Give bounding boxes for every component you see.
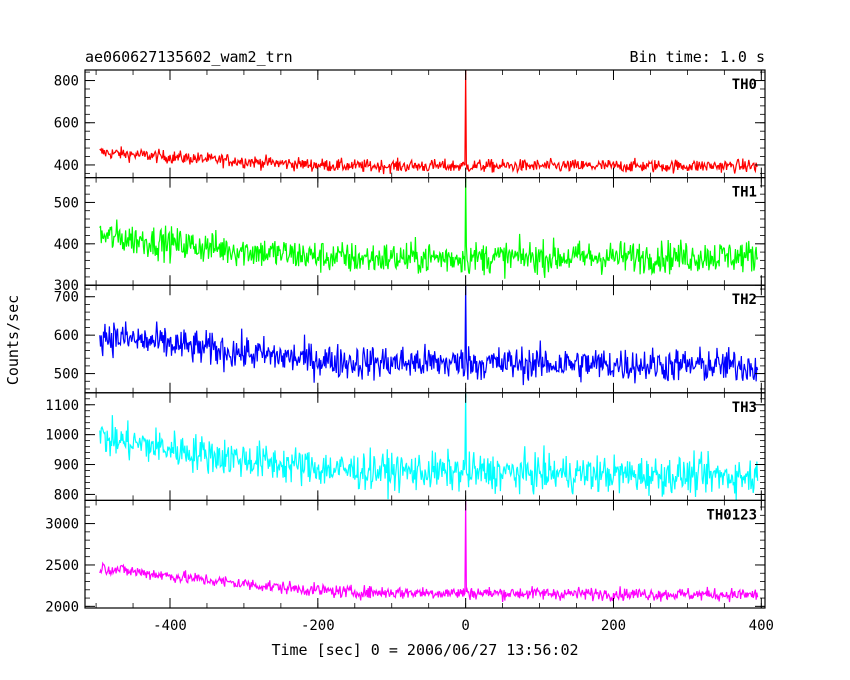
x-tick-label: 400 [749, 618, 774, 634]
y-tick-label: 2000 [45, 599, 79, 615]
y-tick-label: 500 [54, 195, 79, 211]
y-tick-label: 2500 [45, 558, 79, 574]
series-line-th1 [99, 177, 759, 279]
series-line-th0123 [99, 500, 759, 603]
panel-th0123: 2000 2500 3000 TH0123 -400 -200 0 200 400 [45, 499, 774, 634]
y-tick-label: 400 [54, 237, 79, 253]
x-tick-label: 200 [601, 618, 626, 634]
panel-th0: 400 600 800 TH0 [54, 69, 766, 179]
x-tick-label: -200 [301, 618, 335, 634]
y-tick-label: 600 [54, 116, 79, 132]
y-tick-label: 1000 [45, 428, 79, 444]
panels-group: 400 600 800 TH0 300 400 500 TH1 500 600 700 TH2 800 9… [45, 69, 774, 634]
x-tick-label: -400 [153, 618, 187, 634]
panel-frame [84, 69, 766, 179]
y-tick-label: 900 [54, 458, 79, 474]
y-tick-label: 300 [54, 278, 79, 294]
chart-title-right: Bin time: 1.0 s [630, 48, 765, 66]
panel-frame [84, 177, 766, 286]
panel-label-th0123: TH0123 [706, 507, 757, 523]
y-tick-label: 800 [54, 74, 79, 90]
y-tick-label: 800 [54, 487, 79, 503]
panel-label-th1: TH1 [732, 185, 757, 201]
panel-label-th3: TH3 [732, 400, 757, 416]
y-tick-label: 600 [54, 328, 79, 344]
panel-th1: 300 400 500 TH1 [54, 177, 766, 294]
panel-th3: 800 900 1000 1100 TH3 [45, 392, 766, 503]
series-line-th0 [99, 69, 758, 175]
panel-th2: 500 600 700 TH2 [54, 284, 766, 394]
y-tick-label: 3000 [45, 517, 79, 533]
y-tick-label: 500 [54, 367, 79, 383]
x-axis-label: Time [sec] 0 = 2006/06/27 13:56:02 [271, 641, 578, 659]
y-tick-label: 1100 [45, 398, 79, 414]
y-tick-label: 400 [54, 158, 79, 174]
panel-frame [84, 499, 766, 609]
x-tick-label: 0 [461, 618, 469, 634]
series-line-th3 [99, 392, 759, 501]
y-tick-label: 700 [54, 290, 79, 306]
panel-label-th0: TH0 [732, 77, 757, 93]
panel-frame [84, 284, 766, 394]
chart-title-left: ae060627135602_wam2_trn [85, 48, 293, 66]
series-line-th2 [99, 285, 759, 386]
panel-label-th2: TH2 [732, 292, 757, 308]
y-axis-label: Counts/sec [4, 295, 22, 385]
